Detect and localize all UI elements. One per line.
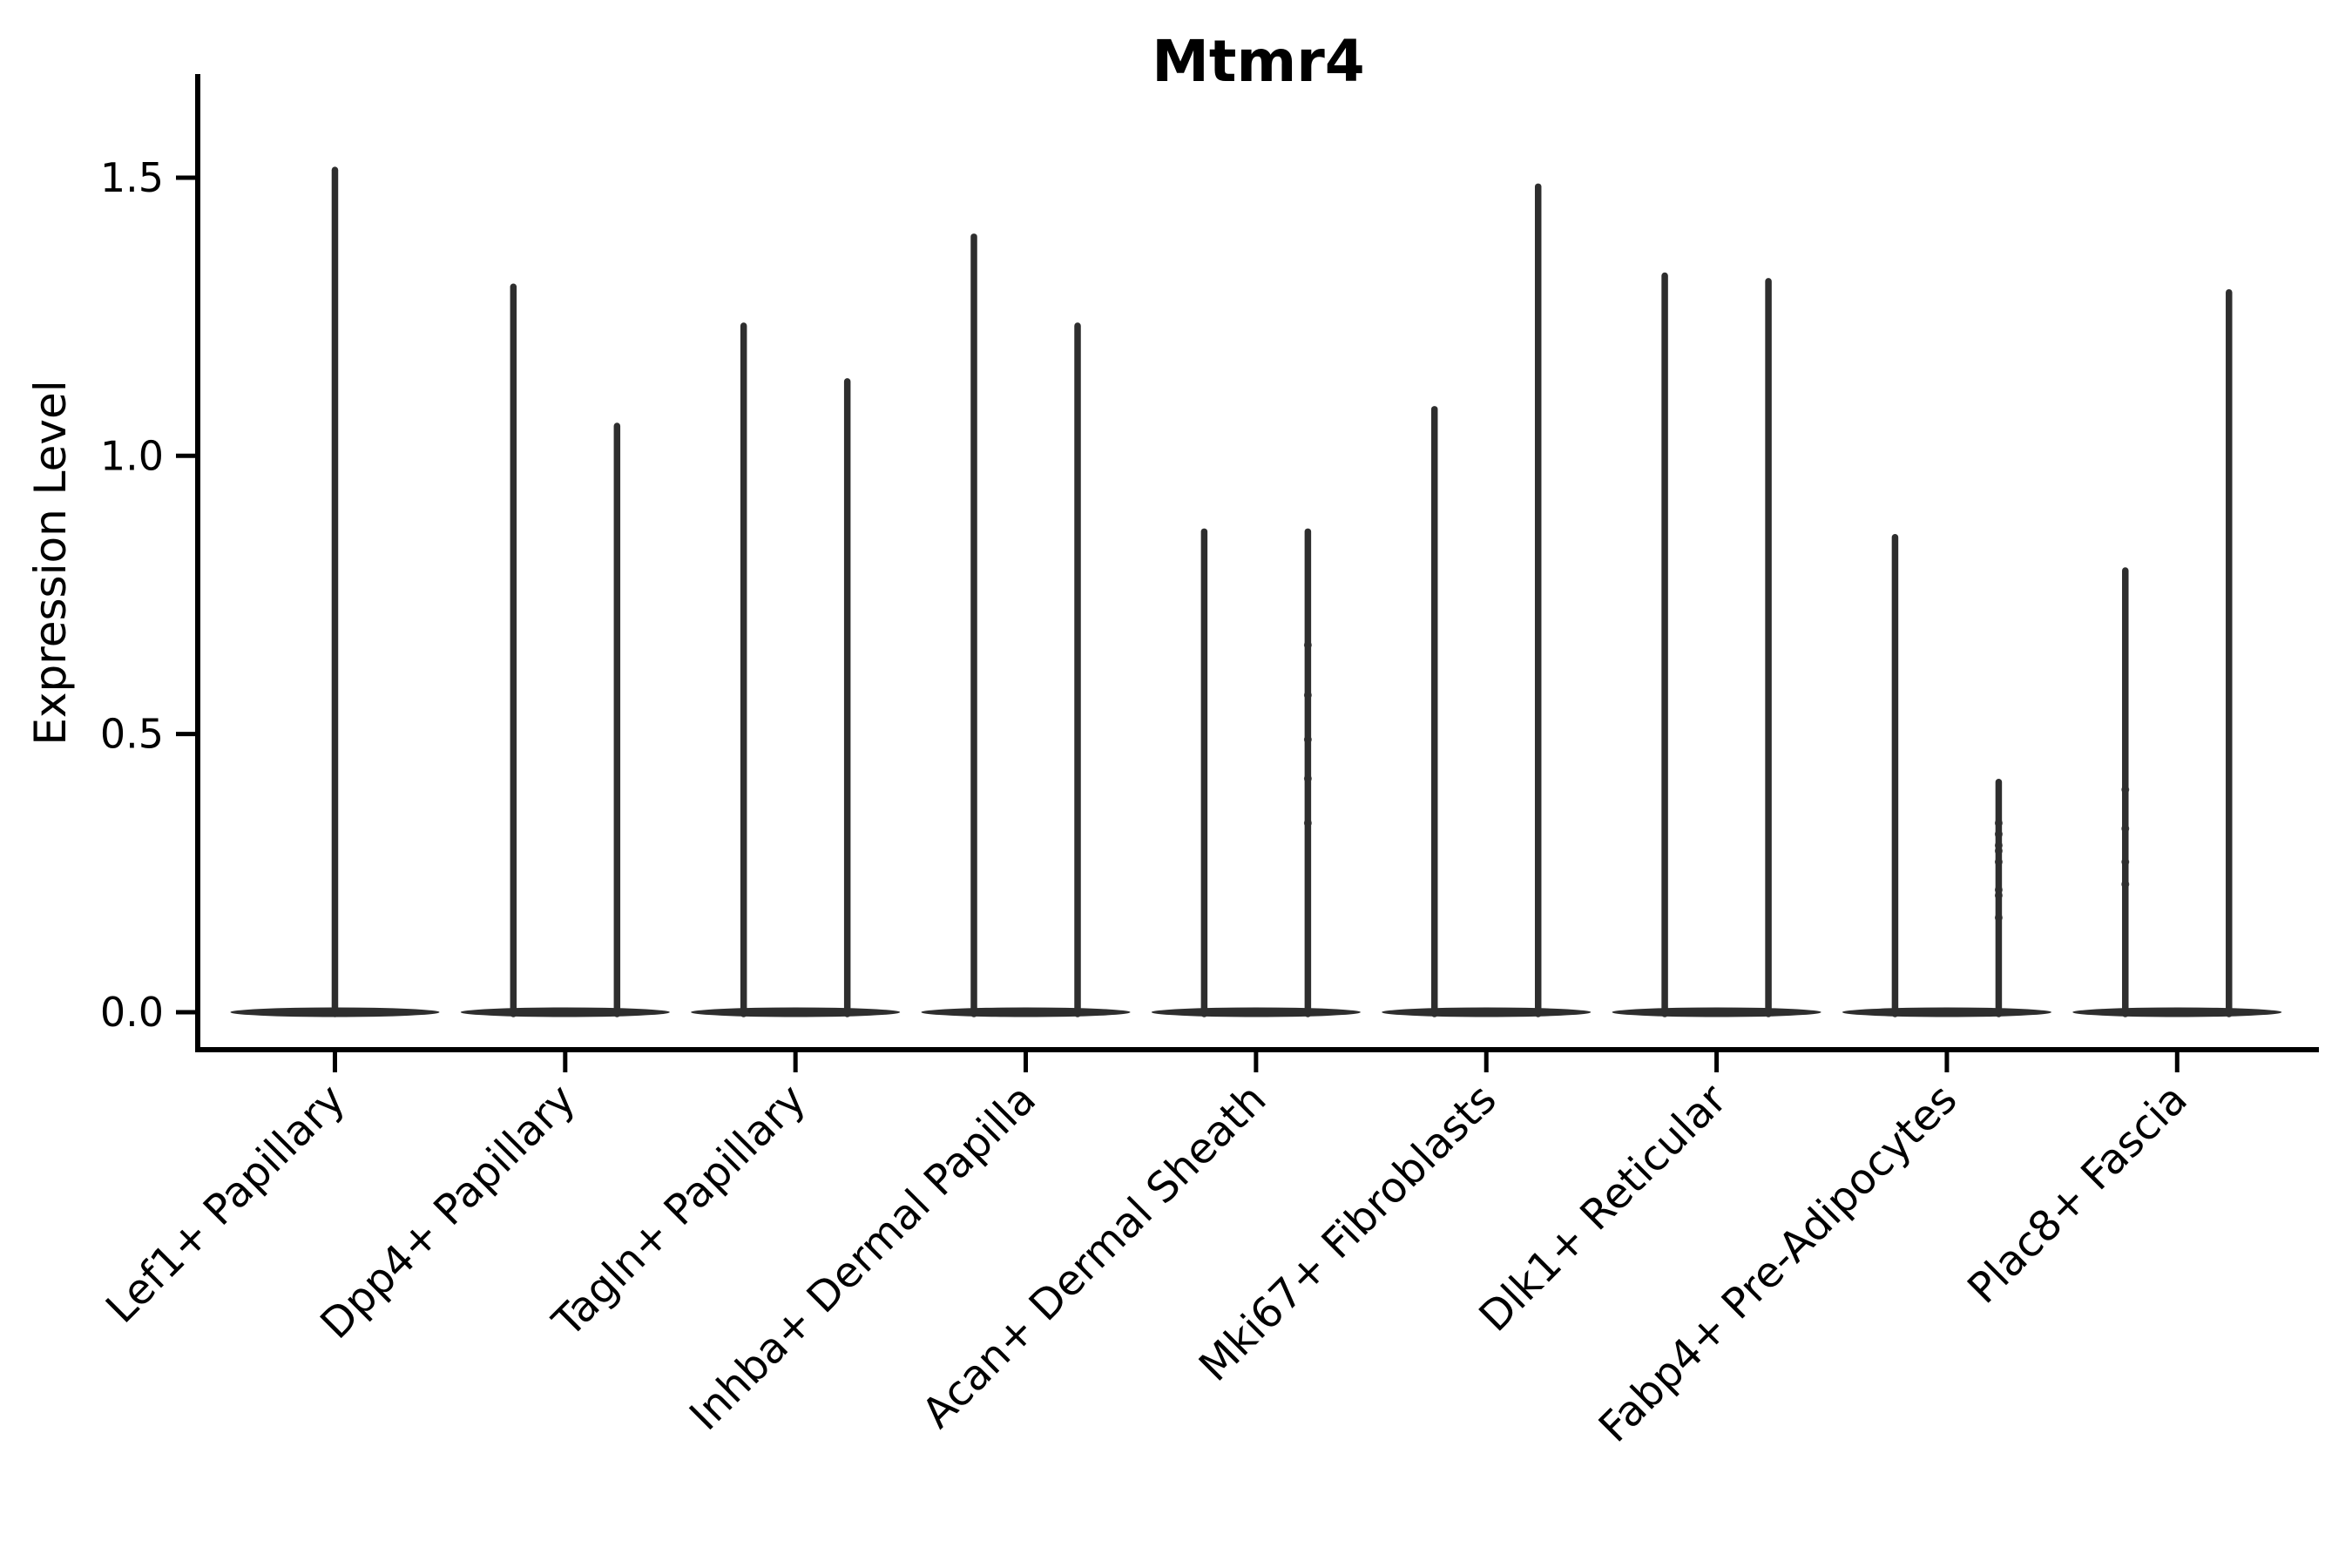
jitter-point bbox=[1994, 913, 2003, 922]
violin-base bbox=[1842, 1007, 2051, 1017]
jitter-point bbox=[1303, 819, 1312, 828]
x-tick-label: Dlk1+ Reticular bbox=[1470, 1075, 1736, 1342]
x-tick-label: Lef1+ Papillary bbox=[97, 1075, 355, 1333]
jitter-point bbox=[1994, 891, 2003, 900]
y-axis-label: Expression Level bbox=[25, 380, 76, 746]
violin-base bbox=[921, 1007, 1131, 1017]
jitter-point bbox=[2121, 880, 2130, 889]
violin-base bbox=[460, 1007, 670, 1017]
jitter-point bbox=[2121, 858, 2130, 867]
jitter-point bbox=[1994, 841, 2003, 849]
jitter-point bbox=[1994, 847, 2003, 855]
jitter-point bbox=[1994, 830, 2003, 839]
violin-base bbox=[1382, 1007, 1592, 1017]
jitter-point bbox=[1994, 858, 2003, 867]
violin-base bbox=[691, 1007, 901, 1017]
x-tick-label: Dpp4+ Papillary bbox=[311, 1075, 585, 1348]
y-tick-label: 0.5 bbox=[100, 711, 164, 758]
jitter-point bbox=[1994, 819, 2003, 828]
jitter-point bbox=[1303, 774, 1312, 783]
jitter-point bbox=[2121, 786, 2130, 794]
jitter-point bbox=[1994, 885, 2003, 894]
violin-base bbox=[2072, 1007, 2282, 1017]
violin-base bbox=[1612, 1007, 1821, 1017]
jitter-point bbox=[1303, 640, 1312, 649]
x-tick-label: Tagln+ Papillary bbox=[543, 1075, 814, 1347]
violin-base bbox=[1151, 1007, 1361, 1017]
chart-title: Mtmr4 bbox=[1152, 28, 1365, 95]
x-tick-label: Plac8+ Fascia bbox=[1958, 1075, 2197, 1314]
y-tick-label: 1.5 bbox=[100, 154, 164, 201]
jitter-point bbox=[1303, 691, 1312, 700]
y-tick-label: 0.0 bbox=[100, 989, 164, 1036]
y-tick-label: 1.0 bbox=[100, 432, 164, 479]
jitter-point bbox=[1303, 735, 1312, 744]
jitter-point bbox=[2121, 824, 2130, 833]
